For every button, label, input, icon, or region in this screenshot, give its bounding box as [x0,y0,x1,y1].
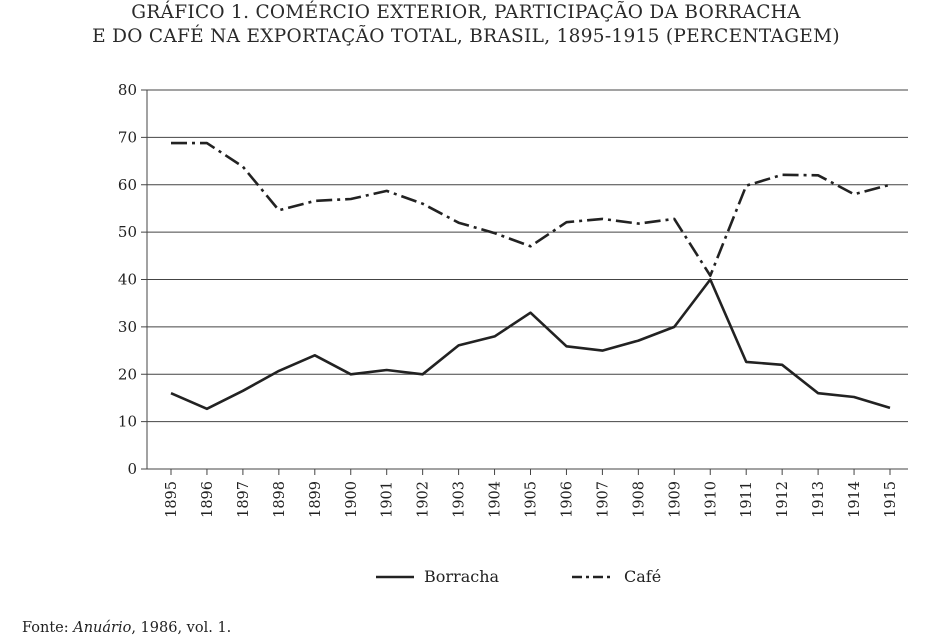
x-tick-label-1908: 1908 [631,481,647,518]
x-tick-label-1897: 1897 [236,481,252,518]
source-suffix: , 1986, vol. 1. [131,620,232,636]
y-tick-label-70: 70 [118,128,137,146]
y-tick-label-20: 20 [118,365,137,383]
y-tick-label-40: 40 [118,271,137,289]
x-tick-label-1899: 1899 [308,481,324,518]
y-tick-label-30: 30 [118,318,137,336]
x-tick-label-1906: 1906 [559,481,575,518]
x-tick-label-1896: 1896 [200,481,216,518]
series-line-borracha [170,278,891,411]
y-tick-label-10: 10 [118,413,137,431]
x-tick-label-1914: 1914 [847,481,863,518]
x-tick-label-1898: 1898 [272,481,288,518]
y-tick-label-60: 60 [118,176,137,194]
x-tick-label-1915: 1915 [883,481,899,518]
y-tick-label-50: 50 [118,223,137,241]
source-title: Anuário [73,620,132,636]
x-tick-label-1911: 1911 [739,481,755,518]
y-tick-label-0: 0 [127,460,137,478]
x-tick-label-1904: 1904 [488,481,504,518]
x-tick-label-1905: 1905 [524,481,540,518]
legend-label-1: Café [624,567,661,586]
x-tick-label-1902: 1902 [416,481,432,518]
x-tick-label-1912: 1912 [775,481,791,518]
x-tick-label-1900: 1900 [344,481,360,518]
x-tick-label-1907: 1907 [595,481,611,518]
chart-title-line-1: GRÁFICO 1. COMÉRCIO EXTERIOR, PARTICIPAÇ… [131,2,801,23]
x-tick-label-1895: 1895 [164,481,180,518]
y-tick-label-80: 80 [118,81,137,99]
x-tick-label-1909: 1909 [667,481,683,518]
x-tick-label-1910: 1910 [703,481,719,518]
source-note: Fonte: Anuário, 1986, vol. 1. [22,620,231,636]
x-tick-label-1913: 1913 [811,481,827,518]
x-tick-label-1901: 1901 [380,481,396,518]
series-line-cafe [171,141,891,278]
x-tick-label-1903: 1903 [452,481,468,518]
source-prefix: Fonte: [22,620,74,636]
legend-label-0: Borracha [424,567,499,586]
chart-title-line-2: E DO CAFÉ NA EXPORTAÇÃO TOTAL, BRASIL, 1… [92,26,840,47]
